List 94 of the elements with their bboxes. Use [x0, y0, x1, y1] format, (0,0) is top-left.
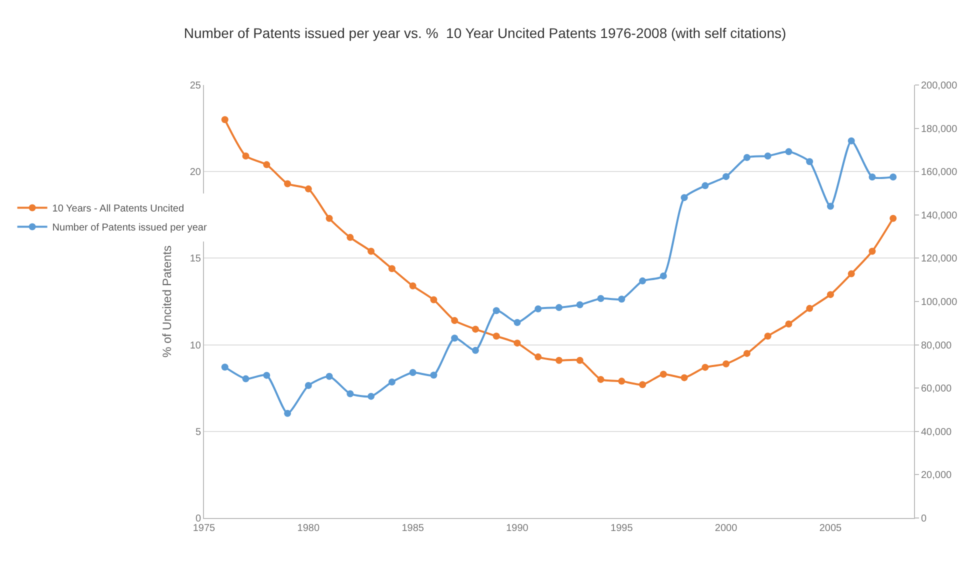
- y2-tick-label: 140,000: [921, 210, 958, 222]
- point: [890, 214, 897, 222]
- point: [514, 319, 521, 326]
- point: [534, 305, 542, 312]
- point: [263, 372, 270, 379]
- point: [848, 270, 855, 278]
- point: [368, 248, 375, 255]
- point: [618, 378, 626, 385]
- legend-label: 10 Years - All Patents Uncited: [52, 204, 184, 215]
- y2-tick-label: 160,000: [921, 167, 958, 178]
- point: [597, 376, 604, 383]
- point: [890, 174, 897, 181]
- point: [848, 137, 855, 144]
- y-tick-label: 25: [190, 80, 202, 92]
- point: [556, 304, 562, 312]
- point: [263, 161, 270, 168]
- point: [576, 356, 584, 364]
- legend-label: Number of Patents issued per year: [52, 222, 208, 234]
- chart-title: Number of Patents issued per year vs. % 10 Year Uncited Patents 1976-2008 (with self citations): [184, 24, 786, 41]
- point: [242, 375, 250, 382]
- point: [451, 334, 458, 342]
- point: [388, 378, 396, 386]
- point: [785, 148, 792, 156]
- point: [451, 317, 458, 324]
- point: [221, 116, 228, 124]
- point: [722, 173, 730, 180]
- point: [702, 182, 709, 190]
- point: [660, 272, 667, 280]
- point: [618, 296, 626, 303]
- point: [221, 364, 228, 371]
- x-tick-label: 1995: [610, 523, 634, 534]
- x-tick-label: 1980: [297, 523, 320, 534]
- point: [556, 356, 562, 364]
- y2-tick-label: 100,000: [921, 297, 958, 308]
- point: [409, 282, 416, 290]
- point: [785, 320, 792, 328]
- point: [743, 154, 750, 162]
- y2-tick-label: 180,000: [921, 124, 958, 135]
- x-tick-label: 2000: [714, 523, 738, 534]
- point: [764, 332, 772, 340]
- point: [368, 392, 375, 400]
- point: [680, 194, 688, 202]
- point: [597, 294, 604, 302]
- point: [806, 158, 814, 166]
- x-tick-label: 1990: [506, 523, 529, 534]
- point: [680, 374, 688, 382]
- y2-tick-label: 80,000: [921, 340, 952, 352]
- point: [284, 410, 292, 417]
- y-tick-label: 0: [195, 514, 202, 524]
- y-tick-label: 10: [190, 340, 202, 352]
- point: [346, 390, 354, 398]
- point: [514, 340, 521, 347]
- point: [409, 369, 416, 376]
- point: [722, 360, 730, 368]
- point: [660, 370, 667, 378]
- point: [242, 152, 250, 160]
- point: [492, 307, 500, 314]
- point: [326, 372, 333, 380]
- y2-tick-label: 60,000: [921, 384, 952, 395]
- point: [472, 346, 479, 354]
- point: [826, 202, 834, 210]
- point: [534, 353, 542, 360]
- y2-tick-label: 120,000: [921, 254, 958, 265]
- point: [388, 265, 396, 272]
- point: [743, 350, 750, 357]
- point: [492, 332, 500, 340]
- y2-tick-label: 200,000: [921, 80, 958, 92]
- y-tick-label: 20: [190, 167, 202, 178]
- point: [868, 248, 876, 255]
- point: [472, 326, 479, 333]
- y-axis-title: % of Uncited Patents: [160, 245, 174, 358]
- point: [430, 372, 438, 379]
- point: [304, 382, 312, 389]
- point: [764, 152, 772, 160]
- point: [326, 214, 333, 222]
- y2-tick-label: 20,000: [921, 470, 952, 482]
- y2-tick-label: 40,000: [921, 426, 952, 438]
- point: [346, 234, 354, 241]
- y-tick-label: 15: [190, 254, 202, 265]
- point: [806, 304, 814, 312]
- x-tick-label: 1975: [192, 523, 216, 534]
- y-tick-label: 5: [195, 426, 202, 438]
- x-tick-label: 1985: [402, 523, 424, 534]
- point: [304, 185, 312, 192]
- point: [826, 291, 834, 298]
- point: [576, 301, 584, 308]
- point: [639, 277, 646, 284]
- point: [702, 364, 709, 371]
- point: [284, 180, 292, 188]
- y2-tick-label: 0: [921, 514, 927, 524]
- x-tick-label: 2005: [819, 523, 842, 534]
- point: [430, 296, 438, 304]
- point: [868, 174, 876, 181]
- point: [639, 381, 646, 388]
